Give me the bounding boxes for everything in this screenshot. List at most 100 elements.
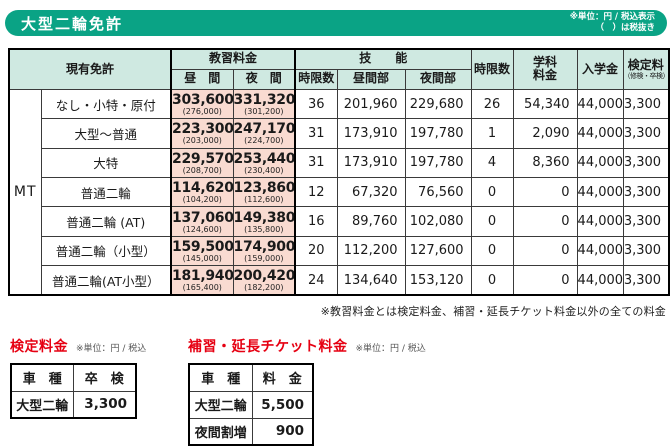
exam-fee-cell: 3,300 xyxy=(622,265,670,296)
skill-day-fee-cell: 201,960 xyxy=(336,88,406,120)
academic-fee-cell: 0 xyxy=(512,176,578,208)
license-cell: なし・小特・原付 xyxy=(40,88,172,120)
col-header-skill-night: 夜間部 xyxy=(404,68,472,90)
skill-day-fee-cell: 134,640 xyxy=(336,265,406,296)
col-header-skill-hours: 時限数 xyxy=(294,68,338,90)
day-fee-cell: 223,300 (203,000) xyxy=(170,118,234,149)
table-row: 大型～普通 223,300 (203,000) 247,170 (224,700) … xyxy=(9,118,670,149)
col-header-skill: 技 能 xyxy=(294,48,472,70)
transmission-cell: MT xyxy=(8,88,42,296)
table-row: 夜間割増 900 xyxy=(188,417,314,446)
skill-day-fee-cell: 67,320 xyxy=(336,176,406,208)
license-cell: 普通二輪 xyxy=(40,176,172,208)
table-row: 大特 229,570 (208,700) 253,440 (230,400) 31 … xyxy=(9,147,670,179)
ticket-fee-section-title: 補習・延長チケット料金 xyxy=(188,339,348,355)
skill-night-fee-cell: 102,080 xyxy=(404,206,472,237)
skill-hours-cell: 20 xyxy=(294,235,338,267)
academic-hours-cell: 0 xyxy=(470,176,514,208)
night-fee-cell: 253,440 (230,400) xyxy=(232,147,297,179)
table-row: 普通二輪 (AT) 137,060 (124,600) 149,380 (135,8… xyxy=(9,206,670,237)
skill-hours-cell: 36 xyxy=(294,88,338,120)
ticket-fee-table: 車 種 料 金 大型二輪 5,500 夜間割増 900 xyxy=(188,363,314,446)
academic-fee-cell: 0 xyxy=(512,206,578,237)
unit-note-line1: ※単位：円 / 税込表示 xyxy=(569,11,655,22)
academic-hours-cell: 0 xyxy=(470,206,514,237)
academic-hours-cell: 0 xyxy=(470,265,514,296)
license-cell: 普通二輪（小型） xyxy=(40,235,172,267)
night-fee-cell: 200,420 (182,200) xyxy=(232,265,297,296)
skill-hours-cell: 24 xyxy=(294,265,338,296)
exam-fee-cell: 3,300 xyxy=(622,88,670,120)
col-header-current-license: 現有免許 xyxy=(8,48,172,90)
col-header-academic-hours: 時限数 xyxy=(470,48,514,90)
skill-day-fee-cell: 112,200 xyxy=(336,235,406,267)
admission-fee-cell: 44,000 xyxy=(576,147,624,179)
admission-fee-cell: 44,000 xyxy=(576,206,624,237)
skill-hours-cell: 12 xyxy=(294,176,338,208)
academic-fee-cell: 54,340 xyxy=(512,88,578,120)
night-fee-cell: 331,320 (301,200) xyxy=(232,88,297,120)
skill-day-fee-cell: 89,760 xyxy=(336,206,406,237)
exam-value-cell: 3,300 xyxy=(72,390,137,419)
admission-fee-cell: 44,000 xyxy=(576,176,624,208)
ticket-value-cell: 5,500 xyxy=(251,390,314,419)
skill-night-fee-cell: 153,120 xyxy=(404,265,472,296)
unit-note: ※単位：円 / 税込表示 （ ）は税抜き xyxy=(570,12,667,35)
ticket-col-fee: 料 金 xyxy=(251,363,314,392)
exam-fee-cell: 3,300 xyxy=(622,235,670,267)
night-fee-cell: 174,900 (159,000) xyxy=(232,235,297,267)
ticket-fee-section: 補習・延長チケット料金 ※単位：円 / 税込 車 種 料 金 大型二輪 5,50… xyxy=(188,336,426,446)
training-fee-footnote: ※教習料金とは検定料金、補習・延長チケット料金以外の全ての料金 xyxy=(320,305,666,318)
page-title: 大型二輪免許 xyxy=(21,14,124,33)
academic-hours-cell: 0 xyxy=(470,235,514,267)
col-header-admission-fee: 入学金 xyxy=(576,48,624,90)
admission-fee-cell: 44,000 xyxy=(576,88,624,120)
admission-fee-cell: 44,000 xyxy=(576,265,624,296)
skill-hours-cell: 31 xyxy=(294,118,338,149)
table-row: 大型二輪 3,300 xyxy=(10,390,137,419)
fee-table: 現有免許 教習料金 技 能 時限数 学科 料金 入学金 検定料 （修検・卒検） … xyxy=(8,48,670,296)
night-fee-cell: 149,380 (135,800) xyxy=(232,206,297,237)
exam-fee-section-title: 検定料金 xyxy=(10,339,68,355)
academic-fee-cell: 0 xyxy=(512,265,578,296)
academic-fee-cell: 2,090 xyxy=(512,118,578,149)
skill-night-fee-cell: 197,780 xyxy=(404,147,472,179)
night-fee-cell: 247,170 (224,700) xyxy=(232,118,297,149)
exam-fee-cell: 3,300 xyxy=(622,147,670,179)
col-header-exam-fee: 検定料 （修検・卒検） xyxy=(622,48,670,90)
day-fee-cell: 137,060 (124,600) xyxy=(170,206,234,237)
skill-night-fee-cell: 127,600 xyxy=(404,235,472,267)
day-fee-cell: 303,600 (276,000) xyxy=(170,88,234,120)
table-row: 普通二輪（小型） 159,500 (145,000) 174,900 (159,00… xyxy=(9,235,670,267)
ticket-col-vehicle: 車 種 xyxy=(188,363,253,392)
exam-fee-label: 検定料 xyxy=(627,57,664,72)
col-header-day: 昼 間 xyxy=(170,68,234,90)
license-cell: 大型～普通 xyxy=(40,118,172,149)
skill-hours-cell: 16 xyxy=(294,206,338,237)
admission-fee-cell: 44,000 xyxy=(576,235,624,267)
day-fee-cell: 181,940 (165,400) xyxy=(170,265,234,296)
table-row: 大型二輪 5,500 xyxy=(188,390,314,419)
exam-vehicle-cell: 大型二輪 xyxy=(10,390,74,419)
exam-col-vehicle: 車 種 xyxy=(10,363,74,392)
exam-fee-unit-note: ※単位：円 / 税込 xyxy=(76,344,147,354)
license-cell: 大特 xyxy=(40,147,172,179)
exam-fee-cell: 3,300 xyxy=(622,118,670,149)
col-header-academic-fee: 学科 料金 xyxy=(512,48,578,90)
table-row: MT なし・小特・原付 303,600 (276,000) 331,320 (301… xyxy=(8,88,670,296)
exam-fee-table: 車 種 卒 検 大型二輪 3,300 xyxy=(10,363,137,419)
night-fee-cell: 123,860 (112,600) xyxy=(232,176,297,208)
exam-fee-sublabel: （修検・卒検） xyxy=(623,72,670,81)
exam-fee-cell: 3,300 xyxy=(622,206,670,237)
ticket-vehicle-cell: 大型二輪 xyxy=(188,390,253,419)
skill-hours-cell: 31 xyxy=(294,147,338,179)
academic-fee-cell: 8,360 xyxy=(512,147,578,179)
license-cell: 普通二輪(AT小型） xyxy=(40,265,172,296)
academic-hours-cell: 1 xyxy=(470,118,514,149)
ticket-vehicle-cell: 夜間割増 xyxy=(188,417,253,446)
license-cell: 普通二輪 (AT) xyxy=(40,206,172,237)
admission-fee-cell: 44,000 xyxy=(576,118,624,149)
academic-hours-cell: 26 xyxy=(470,88,514,120)
exam-fee-section: 検定料金 ※単位：円 / 税込 車 種 卒 検 大型二輪 3,300 xyxy=(10,336,146,419)
skill-night-fee-cell: 76,560 xyxy=(404,176,472,208)
